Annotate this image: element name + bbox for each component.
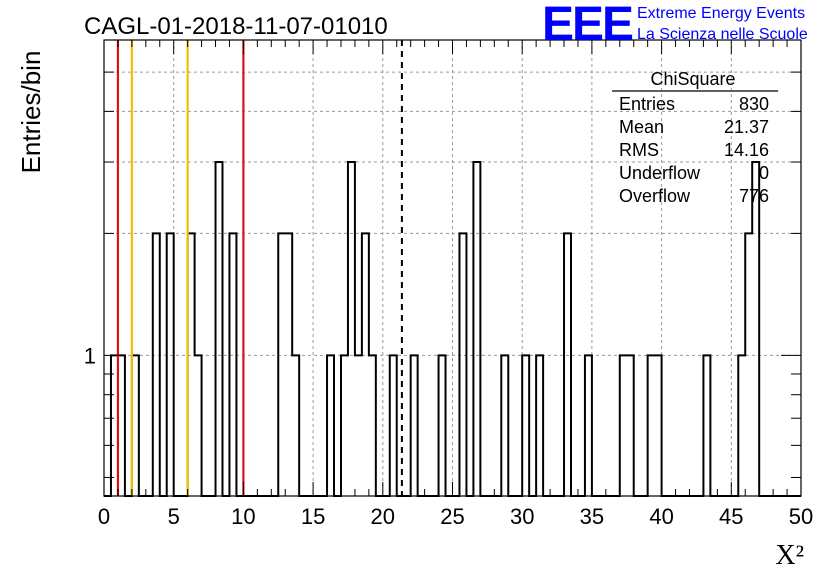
histogram-bin bbox=[473, 162, 480, 496]
reference-lines bbox=[116, 40, 403, 496]
histogram-bin bbox=[703, 355, 710, 496]
x-tick-label: 25 bbox=[440, 504, 464, 529]
histogram-bin bbox=[348, 162, 355, 496]
histogram-bin bbox=[564, 233, 571, 496]
histogram-bin bbox=[536, 355, 543, 496]
x-axis-label: X² bbox=[775, 540, 804, 571]
histogram-bin bbox=[216, 162, 223, 496]
x-tick-label: 0 bbox=[98, 504, 110, 529]
histogram-bin bbox=[459, 233, 466, 496]
x-tick-label: 45 bbox=[719, 504, 743, 529]
histogram-bin bbox=[229, 233, 236, 496]
histogram-bin bbox=[278, 233, 285, 496]
y-axis-label: Entries/bin bbox=[16, 51, 46, 174]
stats-value-overflow: 776 bbox=[739, 186, 769, 206]
histogram-bin bbox=[620, 355, 627, 496]
histogram-bin bbox=[285, 233, 292, 496]
histogram-bin bbox=[327, 355, 334, 496]
x-tick-label: 50 bbox=[789, 504, 813, 529]
histogram-bin bbox=[522, 355, 529, 496]
y-tick-label: 1 bbox=[84, 343, 96, 368]
brand-line-2: La Scienza nelle Scuole bbox=[637, 26, 808, 43]
histogram-bin bbox=[153, 233, 160, 496]
x-tick-label: 40 bbox=[649, 504, 673, 529]
x-tick-label: 30 bbox=[510, 504, 534, 529]
stats-label-mean: Mean bbox=[619, 117, 664, 137]
x-tick-label: 10 bbox=[231, 504, 255, 529]
histogram-bin bbox=[390, 355, 397, 496]
histogram-bin bbox=[738, 355, 745, 496]
x-tick-label: 20 bbox=[371, 504, 395, 529]
stats-label-overflow: Overflow bbox=[619, 186, 691, 206]
histogram-bin bbox=[655, 355, 662, 496]
stats-value-underflow: 0 bbox=[759, 163, 769, 183]
x-tick-label: 5 bbox=[168, 504, 180, 529]
axis-ticks bbox=[103, 40, 802, 496]
tick-labels: 0 5 10 15 20 25 30 35 40 45 50 1 bbox=[84, 343, 813, 529]
stats-box: ChiSquare Entries 830 Mean 21.37 RMS 14.… bbox=[612, 69, 778, 206]
histogram-bin bbox=[648, 355, 655, 496]
stats-value-entries: 830 bbox=[739, 94, 769, 114]
histogram-bin bbox=[627, 355, 634, 496]
histogram-bin bbox=[411, 355, 418, 496]
histogram-bin bbox=[355, 355, 362, 496]
stats-value-rms: 14.16 bbox=[724, 140, 769, 160]
histogram-bin bbox=[341, 355, 348, 496]
histogram-bin bbox=[752, 162, 759, 496]
histogram-bin bbox=[292, 355, 299, 496]
histogram-bin bbox=[501, 355, 508, 496]
stats-label-entries: Entries bbox=[619, 94, 675, 114]
histogram-bin bbox=[362, 233, 369, 496]
grid bbox=[104, 40, 801, 496]
histogram-bin bbox=[585, 355, 592, 496]
stats-value-mean: 21.37 bbox=[724, 117, 769, 137]
x-tick-label: 35 bbox=[580, 504, 604, 529]
eee-logo: EEE bbox=[542, 0, 633, 51]
histogram-bin bbox=[195, 355, 202, 496]
histogram-bin bbox=[167, 233, 174, 496]
histogram-bin bbox=[369, 355, 376, 496]
stats-label-rms: RMS bbox=[619, 140, 659, 160]
brand-line-1: Extreme Energy Events bbox=[637, 5, 805, 22]
histogram-bin bbox=[745, 233, 752, 496]
chart-title: CAGL-01-2018-11-07-01010 bbox=[84, 13, 388, 40]
stats-title: ChiSquare bbox=[650, 69, 735, 89]
histogram-bin bbox=[439, 355, 446, 496]
stats-label-underflow: Underflow bbox=[619, 163, 701, 183]
x-tick-label: 15 bbox=[301, 504, 325, 529]
